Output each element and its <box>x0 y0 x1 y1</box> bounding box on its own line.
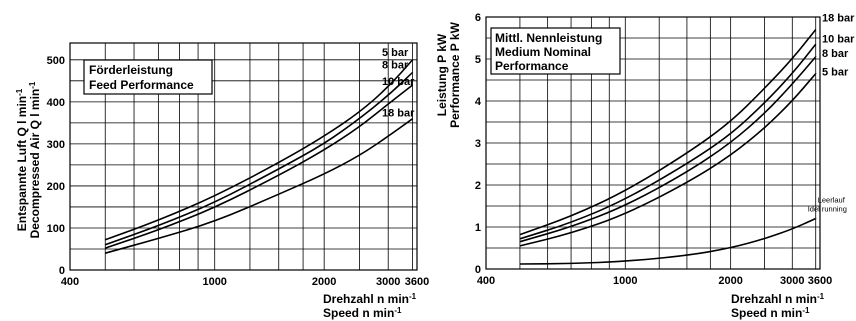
right-series-label: 18 bar <box>822 13 855 25</box>
left-y-tick-label: 200 <box>47 181 65 193</box>
right-chart-subtitle-line2: Performance <box>495 59 569 73</box>
right-series-label-idle-2: Idel running <box>808 205 847 214</box>
right-y-tick-label: 2 <box>475 180 481 192</box>
left-x-tick-label: 1000 <box>202 276 226 288</box>
left-x-axis-label: Drehzahl n min-1 Speed n min-1 <box>323 292 417 320</box>
right-xlabel-sup1: -1 <box>817 292 825 301</box>
left-y-tick-label: 400 <box>47 97 65 109</box>
right-curve-5-bar <box>519 72 817 247</box>
left-y-tick-label: 500 <box>47 55 65 67</box>
right-curve-18-bar <box>519 29 817 236</box>
left-xlabel-line1: Drehzahl n min <box>323 292 409 306</box>
right-y-tick-label: 6 <box>475 12 481 24</box>
left-chart-title: Förderleistung <box>89 63 173 77</box>
right-x-tick-label: 2000 <box>718 275 742 287</box>
right-y-tick-label: 5 <box>475 54 481 66</box>
right-y-axis-label: Leistung P kW Performance P kW <box>435 21 462 127</box>
left-x-tick-label: 3000 <box>376 276 400 288</box>
right-series-label: 5 bar <box>822 67 849 79</box>
right-y-tick-label: 3 <box>475 138 481 150</box>
left-ylabel-line1: Entspannte Luft Q l min <box>15 96 29 231</box>
right-xlabel-sup2: -1 <box>802 306 810 315</box>
right-ylabel-line2: Performance P kW <box>448 21 462 127</box>
svg-text:Decompressed Air Q l min-1: Decompressed Air Q l min-1 <box>28 81 42 238</box>
left-xlabel-sup1: -1 <box>409 292 417 301</box>
left-ylabel-line2: Decompressed Air Q l min <box>28 89 42 239</box>
right-x-tick-labels: 400 1000 2000 3000 3600 <box>477 275 832 287</box>
right-curve-leerlauf <box>519 217 817 265</box>
left-gridlines <box>70 43 417 270</box>
left-series-label: 8 bar <box>382 59 409 71</box>
right-x-axis-label: Drehzahl n min-1 Speed n min-1 <box>731 292 825 320</box>
left-x-tick-labels: 400 1000 2000 3000 3600 <box>61 276 429 288</box>
right-curve-10-bar <box>519 43 817 240</box>
right-y-tick-labels: 0 1 2 3 4 5 6 <box>475 12 482 276</box>
left-xlabel-line2: Speed n min <box>323 306 394 320</box>
right-y-tick-label: 4 <box>475 96 482 108</box>
left-curve-18-bar <box>104 118 414 254</box>
left-curve-10-bar <box>104 84 414 249</box>
right-x-tick-label: 3000 <box>780 275 804 287</box>
right-series-label: 10 bar <box>822 33 855 45</box>
right-curves <box>519 29 817 265</box>
right-chart-subtitle-line1: Medium Nominal <box>495 45 591 59</box>
right-y-tick-label: 0 <box>475 264 481 276</box>
right-title-box <box>490 27 621 75</box>
left-xlabel-sup2: -1 <box>394 306 402 315</box>
left-ylabel-sup2: -1 <box>28 81 37 89</box>
svg-text:Drehzahl n min-1: Drehzahl n min-1 <box>731 292 825 306</box>
left-x-tick-label: 2000 <box>312 276 336 288</box>
svg-text:Drehzahl n min-1: Drehzahl n min-1 <box>323 292 417 306</box>
right-x-tick-label: 1000 <box>613 275 637 287</box>
left-x-tick-label: 3600 <box>405 276 429 288</box>
left-curve-8-bar <box>104 71 414 246</box>
right-series-label: 8 bar <box>822 48 849 60</box>
left-ylabel-sup1: -1 <box>15 88 24 96</box>
right-ylabel-line1: Leistung P kW <box>435 33 449 116</box>
left-chart-subtitle: Feed Performance <box>89 78 194 92</box>
left-plot-frame <box>69 42 418 271</box>
left-series-label: 5 bar <box>382 47 409 59</box>
left-y-tick-label: 0 <box>59 265 65 277</box>
left-y-axis-label: Entspannte Luft Q l min-1 Decompressed A… <box>15 81 42 238</box>
left-x-tick-label: 400 <box>61 276 79 288</box>
left-series-label: 18 bar <box>382 108 415 120</box>
svg-text:Speed n min-1: Speed n min-1 <box>731 306 810 320</box>
right-curve-8-bar <box>519 56 817 243</box>
left-curve-5-bar <box>104 59 414 241</box>
right-series-label-idle-1: Leerlauf <box>818 196 846 205</box>
left-y-tick-label: 100 <box>47 223 65 235</box>
right-chart-title: Mittl. Nennleistung <box>495 31 602 45</box>
right-xlabel-line1: Drehzahl n min <box>731 292 817 306</box>
left-y-tick-label: 300 <box>47 139 65 151</box>
svg-text:Entspannte Luft Q l min-1: Entspannte Luft Q l min-1 <box>15 88 29 231</box>
right-y-tick-label: 1 <box>475 222 481 234</box>
left-curves <box>104 59 414 254</box>
left-series-label: 10 bar <box>382 76 415 88</box>
left-title-box <box>83 59 213 95</box>
right-plot-frame <box>485 16 821 270</box>
svg-text:Speed n min-1: Speed n min-1 <box>323 306 402 320</box>
right-x-tick-label: 400 <box>477 275 495 287</box>
right-x-tick-label: 3600 <box>808 275 832 287</box>
right-xlabel-line2: Speed n min <box>731 306 802 320</box>
left-y-tick-labels: 0 100 200 300 400 500 <box>47 55 65 277</box>
